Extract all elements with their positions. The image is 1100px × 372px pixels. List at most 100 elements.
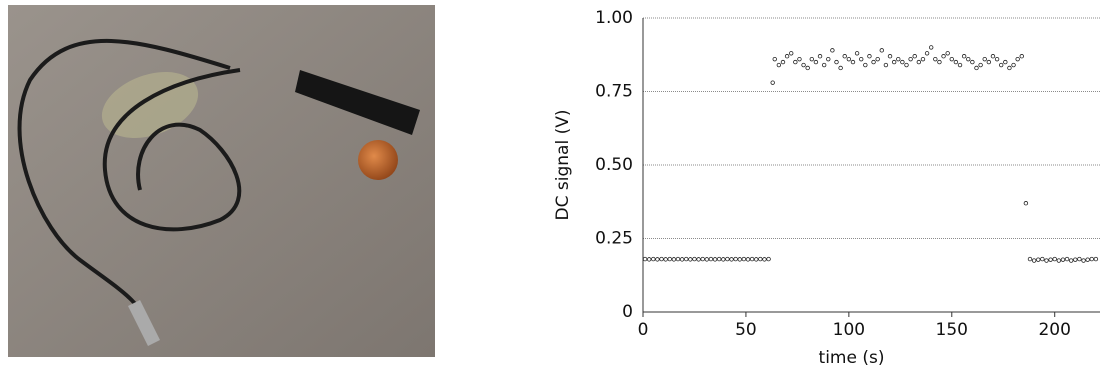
point	[863, 62, 868, 68]
point	[817, 54, 823, 59]
point	[1052, 256, 1057, 262]
point	[867, 54, 872, 59]
point	[667, 256, 672, 262]
x-tick-label: 200	[1038, 320, 1070, 340]
point	[953, 59, 959, 65]
y-tick-label: 1.00	[595, 8, 633, 28]
point	[924, 51, 930, 56]
point	[770, 80, 775, 85]
point	[733, 256, 738, 262]
point	[920, 56, 926, 62]
point	[928, 45, 934, 50]
point	[659, 256, 664, 262]
point	[642, 256, 648, 262]
point	[675, 256, 681, 262]
point	[842, 54, 847, 59]
point	[904, 62, 909, 68]
y-axis-label: DC signal (V)	[553, 110, 573, 221]
y-tick-label: 0.50	[595, 155, 633, 175]
point	[1068, 258, 1074, 263]
point	[651, 256, 656, 262]
point	[716, 256, 722, 262]
point	[704, 257, 710, 262]
point	[762, 257, 767, 262]
point	[961, 54, 967, 59]
point	[854, 51, 860, 56]
point	[1003, 59, 1008, 65]
point	[986, 59, 992, 65]
point	[663, 257, 668, 262]
point	[784, 54, 790, 59]
point	[809, 56, 815, 62]
point	[766, 256, 771, 262]
point	[821, 62, 827, 68]
point	[801, 62, 806, 68]
point	[887, 54, 893, 59]
point	[1085, 257, 1090, 262]
point	[1089, 256, 1094, 262]
point	[908, 56, 913, 62]
point	[896, 56, 901, 62]
x-axis-label: time (s)	[819, 348, 885, 368]
point	[949, 56, 954, 62]
point	[970, 59, 975, 65]
point	[729, 257, 734, 262]
point	[1073, 257, 1078, 262]
point	[1031, 258, 1037, 263]
x-tick-label: 0	[638, 320, 649, 340]
point	[797, 56, 802, 62]
point	[780, 59, 786, 65]
point	[1007, 65, 1012, 71]
point	[1040, 256, 1045, 262]
point	[1093, 256, 1099, 262]
point	[700, 256, 705, 262]
point	[830, 48, 835, 53]
x-tick-label: 150	[936, 320, 968, 340]
point	[846, 56, 852, 62]
point	[978, 62, 983, 68]
point	[772, 56, 777, 62]
point	[838, 65, 843, 71]
point	[646, 257, 652, 262]
point	[741, 256, 747, 262]
point	[966, 56, 971, 62]
point	[912, 54, 917, 59]
photo	[8, 5, 435, 357]
point	[1044, 258, 1049, 263]
point	[805, 65, 810, 71]
point	[1027, 256, 1033, 262]
point	[813, 59, 819, 65]
point	[957, 62, 963, 68]
point	[793, 59, 798, 65]
point	[998, 62, 1004, 68]
point	[754, 257, 759, 262]
point	[891, 59, 897, 65]
point	[1036, 257, 1041, 262]
point	[1064, 256, 1070, 262]
point	[671, 257, 677, 262]
point	[708, 256, 714, 262]
point	[916, 59, 922, 65]
point	[684, 256, 689, 262]
point	[745, 257, 751, 262]
point	[789, 51, 794, 56]
point	[696, 257, 701, 262]
point	[933, 56, 938, 62]
x-tick-label: 50	[735, 320, 757, 340]
point	[883, 62, 889, 68]
point	[1060, 257, 1066, 262]
point	[871, 59, 876, 65]
y-tick-label: 0.75	[595, 82, 633, 102]
point	[1015, 56, 1020, 62]
point	[737, 257, 742, 262]
point	[679, 257, 685, 262]
point	[990, 54, 996, 59]
point	[941, 54, 946, 59]
point	[758, 256, 763, 262]
point	[994, 56, 1000, 62]
point	[1048, 257, 1053, 262]
point	[850, 59, 856, 65]
point	[688, 257, 693, 262]
